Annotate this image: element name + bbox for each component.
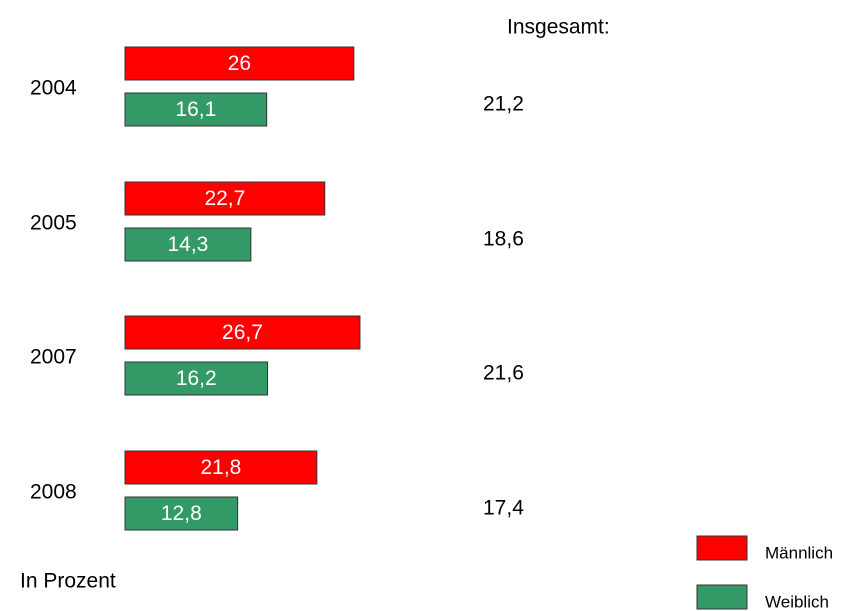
bar <box>124 450 318 485</box>
value-label: 16,2 <box>176 367 217 390</box>
value-label: 14,3 <box>167 233 208 256</box>
bar <box>124 227 252 262</box>
category-label: 2007 <box>30 346 77 369</box>
bar <box>124 361 269 396</box>
bar <box>124 92 268 127</box>
total-label: 18,6 <box>483 228 524 251</box>
total-label: 21,6 <box>483 362 524 385</box>
value-label: 22,7 <box>204 187 245 210</box>
value-label: 21,8 <box>200 456 241 479</box>
note: In Prozent <box>20 570 116 593</box>
value-label: 12,8 <box>161 502 202 525</box>
totals-title: Insgesamt: <box>507 16 610 39</box>
bar <box>124 181 326 216</box>
category-label: 2004 <box>30 77 77 100</box>
value-label: 26 <box>228 52 251 75</box>
category-label: 2005 <box>30 212 77 235</box>
total-label: 21,2 <box>483 93 524 116</box>
legend-swatch <box>696 584 748 610</box>
total-label: 17,4 <box>483 497 524 520</box>
bar <box>124 46 355 81</box>
value-label: 26,7 <box>222 321 263 344</box>
legend-label: Männlich <box>765 543 833 562</box>
value-label: 16,1 <box>175 98 216 121</box>
category-label: 2008 <box>30 481 77 504</box>
bar <box>124 315 361 350</box>
legend-swatch <box>696 535 748 561</box>
bar <box>124 496 239 531</box>
legend-label: Weiblich <box>765 592 829 611</box>
